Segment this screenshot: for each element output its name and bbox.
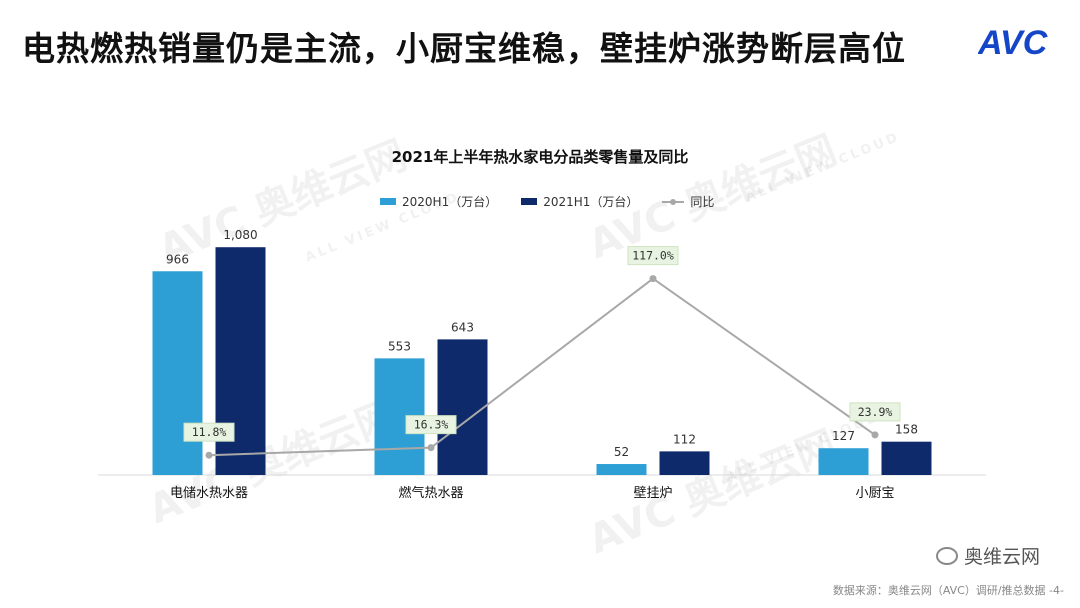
svg-text:AVC: AVC <box>978 24 1048 62</box>
page-title: 电热燃热销量仍是主流，小厨宝维稳，壁挂炉涨势断层高位 <box>22 29 906 68</box>
yoy-data-label: 16.3% <box>414 418 449 432</box>
bar-data-label: 112 <box>673 432 696 446</box>
yoy-data-label: 11.8% <box>192 425 227 439</box>
yoy-point <box>427 444 435 452</box>
x-tick-label: 小厨宝 <box>855 486 894 501</box>
source-note: 数据来源：奥维云网（AVC）调研/推总数据 -4- <box>832 584 1064 597</box>
legend-label: 2020H1（万台） <box>402 195 498 209</box>
legend-item-yoy: 同比 <box>662 193 714 210</box>
yoy-point <box>205 451 213 459</box>
yoy-label-box <box>405 415 457 435</box>
yoy-data-label: 23.9% <box>858 405 893 419</box>
x-tick-label: 燃气热水器 <box>398 485 463 501</box>
legend-item-2021: 2021H1（万台） <box>521 193 638 210</box>
bar-1-1 <box>437 339 488 475</box>
bar-1-3 <box>881 441 932 475</box>
avc-logo: AVC <box>978 24 1048 62</box>
bar-data-label: 553 <box>388 339 411 353</box>
wechat-icon <box>935 546 958 565</box>
bar-0-3 <box>818 448 869 475</box>
wechat-badge-label: 奥维云网 <box>963 546 1040 568</box>
wechat-badge: 奥维云网 <box>935 542 1040 569</box>
yoy-data-label: 117.0% <box>632 249 674 263</box>
yoy-point <box>649 275 657 283</box>
yoy-label-box <box>627 246 679 266</box>
bar-data-label: 643 <box>451 320 474 334</box>
bar-1-2 <box>659 451 710 475</box>
chart-legend: 2020H1（万台） 2021H1（万台） 同比 <box>380 193 738 210</box>
bar-data-label: 127 <box>832 429 855 443</box>
legend-swatch-icon <box>380 198 396 205</box>
yoy-point <box>871 431 879 439</box>
legend-label: 2021H1（万台） <box>543 195 639 209</box>
bar-data-label: 52 <box>614 445 629 459</box>
bar-0-0 <box>152 271 203 475</box>
bar-data-label: 158 <box>895 423 918 437</box>
bar-data-label: 1,080 <box>223 228 257 242</box>
legend-label: 同比 <box>690 195 715 209</box>
yoy-label-box <box>849 402 901 422</box>
yoy-label-box <box>183 422 235 442</box>
x-tick-label: 电储水热水器 <box>170 486 248 501</box>
legend-line-icon <box>662 197 685 207</box>
legend-swatch-icon <box>521 198 538 205</box>
legend-item-2020: 2020H1（万台） <box>380 193 497 210</box>
bar-0-2 <box>596 464 647 475</box>
chart-title: 2021年上半年热水家电分品类零售量及同比 <box>391 148 689 166</box>
bar-data-label: 966 <box>166 252 189 266</box>
x-tick-label: 壁挂炉 <box>633 486 672 501</box>
yoy-line <box>208 277 876 457</box>
